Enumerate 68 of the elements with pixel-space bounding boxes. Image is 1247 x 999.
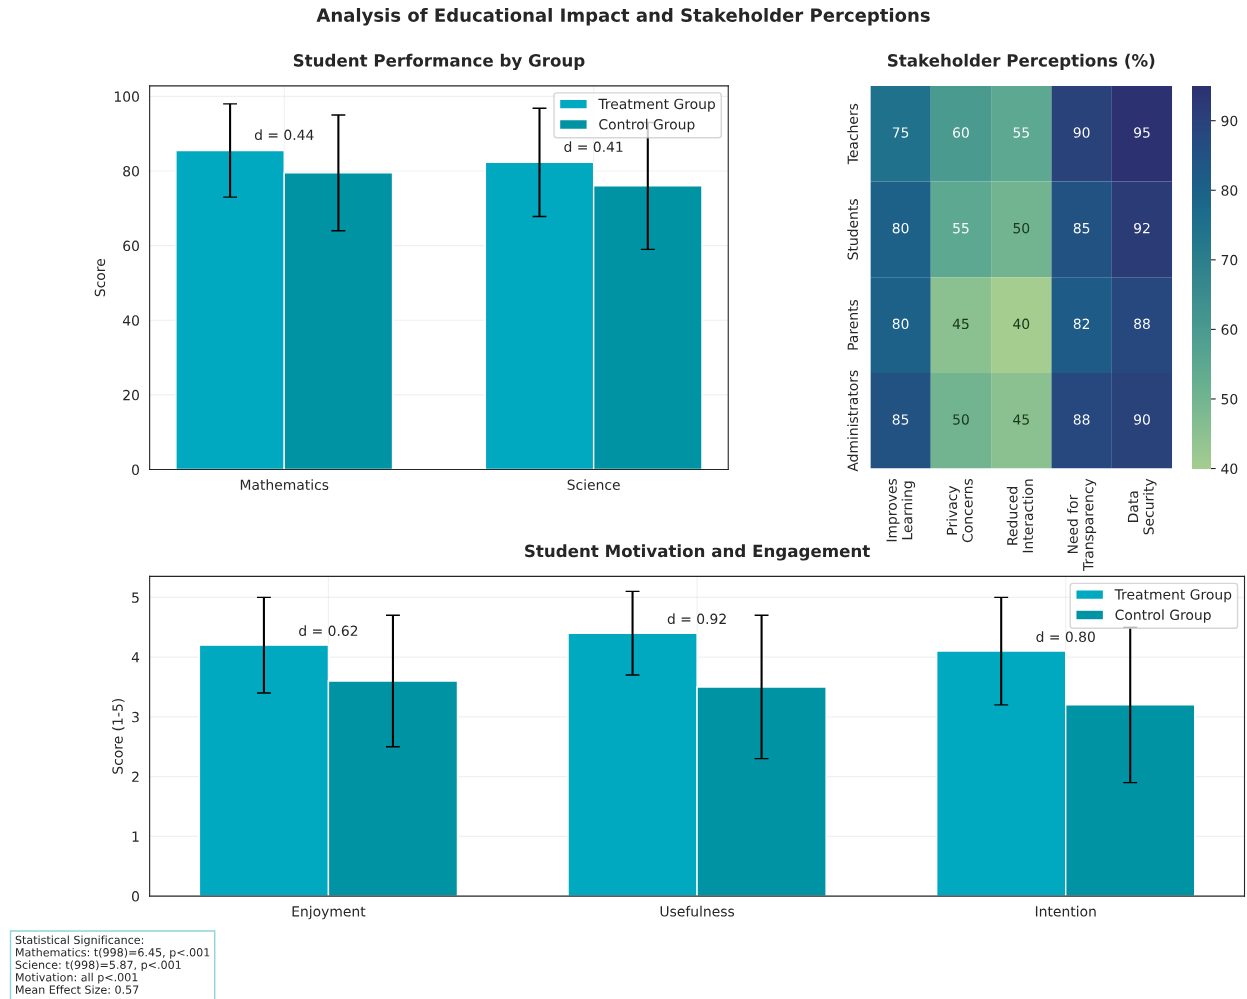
data-label: 45 xyxy=(1013,414,1029,425)
data-label: 55 xyxy=(953,223,969,234)
y-tick-label: 1 xyxy=(132,831,139,842)
data-label: 88 xyxy=(1134,318,1150,330)
data-label: 75 xyxy=(892,127,909,138)
y-axis-title: Score (1-5) xyxy=(112,699,125,774)
color-bar-label: 90 xyxy=(1221,115,1238,127)
annotation: d = 0.62 xyxy=(299,625,358,637)
data-label: 60 xyxy=(953,127,969,138)
text: Analysis of Educational Impact and Stakeholder Perceptions xyxy=(316,7,930,26)
annotation: d = 0.41 xyxy=(564,141,623,153)
y-tick-label: 100 xyxy=(114,91,139,102)
x-tick-label: Data Security xyxy=(1127,478,1157,535)
x-tick-label: Need for Transparency xyxy=(1067,478,1097,571)
chart-title: Student Performance by Group xyxy=(293,53,585,71)
annotation: d = 0.80 xyxy=(1036,631,1095,643)
legend-label: Control Group xyxy=(599,118,695,133)
data-label: 92 xyxy=(1134,222,1150,234)
data-label: 40 xyxy=(1013,318,1030,330)
color-bar-label: 40 xyxy=(1221,463,1238,475)
color-bar-label: 70 xyxy=(1221,254,1238,266)
legend-label: Treatment Group xyxy=(1114,589,1232,603)
y-tick-label: 0 xyxy=(132,891,139,902)
y-tick-label: 3 xyxy=(132,711,139,723)
x-tick-label: Intention xyxy=(1035,905,1096,917)
data-label: 82 xyxy=(1073,318,1090,330)
data-label: 50 xyxy=(953,414,969,425)
data-label: 80 xyxy=(892,222,909,234)
legend-label: Treatment Group xyxy=(598,98,715,112)
data-label: 95 xyxy=(1134,127,1150,138)
y-tick-label: Students xyxy=(847,199,858,260)
annotation: d = 0.44 xyxy=(254,129,314,141)
y-tick-label: 2 xyxy=(132,771,139,782)
data-label: 45 xyxy=(952,318,969,330)
y-axis-title: Score xyxy=(94,259,106,297)
chart-title: Student Motivation and Engagement xyxy=(525,544,870,561)
y-tick-label: 40 xyxy=(122,315,139,326)
x-tick-label: Enjoyment xyxy=(292,905,366,920)
data-label: 90 xyxy=(1073,127,1090,138)
x-tick-label: Science xyxy=(567,479,620,490)
legend-label: Control Group xyxy=(1115,609,1211,623)
y-tick-label: 4 xyxy=(131,652,140,663)
y-tick-label: Administrators xyxy=(847,370,858,472)
annotation: d = 0.92 xyxy=(667,613,726,625)
data-label: 85 xyxy=(1073,222,1090,234)
x-tick-label: Mathematics xyxy=(240,479,329,490)
data-label: 88 xyxy=(1073,414,1090,425)
chart-title: Stakeholder Perceptions (%) xyxy=(888,53,1155,70)
y-tick-label: 0 xyxy=(132,464,139,475)
data-label: 50 xyxy=(1013,222,1030,234)
y-tick-label: 80 xyxy=(123,165,139,177)
color-bar-label: 50 xyxy=(1221,393,1238,405)
y-tick-label: 60 xyxy=(123,240,139,252)
data-label: 55 xyxy=(1013,127,1029,138)
color-bar-label: 80 xyxy=(1221,185,1238,196)
data-label: 85 xyxy=(892,414,909,425)
x-tick-label: Usefulness xyxy=(660,905,735,917)
y-tick-label: 20 xyxy=(123,389,139,401)
x-tick-label: Reduced Interaction xyxy=(1006,479,1034,553)
y-tick-label: 5 xyxy=(132,592,139,603)
y-tick-label: Teachers xyxy=(847,103,858,165)
text: Statistical Significance: Mathematics: t(998)=6.45, p<.001 Science: t(998)=5.87, p<.001 Motivation: all p<.001 Mean Effect Size: 0.57 xyxy=(15,935,210,994)
x-tick-label: Privacy Concerns xyxy=(946,478,973,543)
x-tick-label: Improves Learning xyxy=(886,478,916,542)
y-tick-label: Parents xyxy=(847,299,858,350)
color-bar-label: 60 xyxy=(1221,324,1238,335)
data-label: 80 xyxy=(892,318,909,330)
data-label: 90 xyxy=(1134,414,1150,425)
